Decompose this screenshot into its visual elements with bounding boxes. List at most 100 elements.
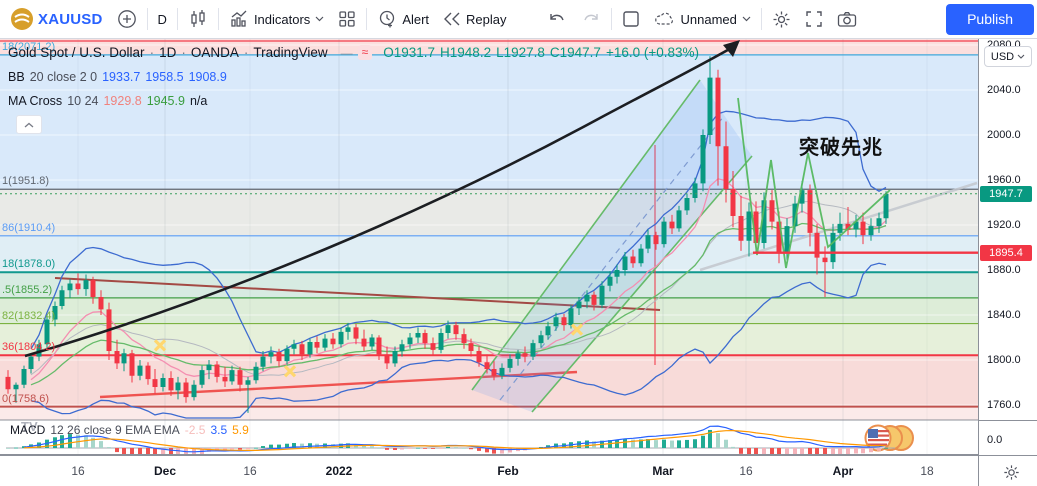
symbol-compare-button[interactable] [110,5,144,33]
chart-settings-button[interactable] [765,5,798,33]
chinese-annotation-text[interactable]: 突破先兆 [799,137,883,159]
moving-averages [30,178,887,386]
main-series-legend[interactable]: Gold Spot / U.S. Dollar · 1D · OANDA · T… [8,45,700,60]
candle [453,325,459,335]
time-axis[interactable]: 16 Dec 16 2022 Feb Mar 16 Apr 18 [0,455,1037,486]
toolbar-divider [217,8,219,30]
candle [630,256,636,264]
hide-series-icon[interactable]: — [340,45,353,60]
fullscreen-button[interactable] [798,5,830,33]
macd-pane [6,425,895,455]
candle [476,351,482,363]
candle [129,353,135,376]
ma-cross-params: 10 24 [67,94,99,108]
candle [761,200,767,243]
macd-indicator-legend[interactable]: MACD 12 26 close 9 EMA EMA -2.5 3.5 5.9 [10,423,249,437]
candle [168,378,174,391]
time-axis-settings-button[interactable] [1000,461,1022,483]
price-axis-label: 1800.0 [987,354,1021,366]
macd-zero-label: 0.0 [987,434,1003,446]
replay-button[interactable]: Replay [436,5,513,33]
fib-level-label: 86(1910.4) [2,221,56,234]
candle [121,353,127,364]
fib-level-label: 18(2071.2) [2,40,56,53]
candle [738,216,744,241]
candle [83,280,89,290]
maroon-trendline[interactable] [54,277,661,311]
indicator-templates-button[interactable] [331,5,363,33]
gold-coin-logo-icon [11,8,33,30]
currency-label: USD [990,50,1015,63]
channel-upper-line[interactable] [471,79,701,391]
candle [5,376,11,390]
fib-level-label: 1(1951.8) [2,175,50,188]
candle [307,342,313,355]
undo-button[interactable] [540,5,574,33]
candle [669,221,675,229]
black-arrow-trendline[interactable] [24,45,734,358]
publish-button[interactable]: Publish [946,3,1034,35]
chart-style-button[interactable] [181,5,215,33]
candle [614,270,620,277]
candle [807,190,813,233]
candle [561,317,567,326]
ma-cross-indicator-legend[interactable]: MA Cross 10 24 1929.8 1945.9 n/a [8,94,207,108]
bb-indicator-legend[interactable]: BB 20 close 2 0 1933.7 1958.5 1908.9 [8,70,227,84]
green-zigzag-line[interactable] [737,97,891,269]
candle [445,325,451,333]
candle [584,294,590,302]
last-price-badge: 1947.7 [980,185,1032,202]
chart-pane[interactable]: Gold Spot / U.S. Dollar · 1D · OANDA · T… [0,38,978,455]
black-arrow-head [723,40,740,57]
candle [237,370,243,385]
candle [353,327,359,339]
candle [399,344,405,351]
candle [322,338,328,348]
candle [160,378,166,387]
price-chart-canvas[interactable] [0,38,978,455]
interval-button[interactable]: D [151,5,174,33]
save-layout-button[interactable]: Unnamed [647,5,758,33]
candle [229,370,235,382]
snapshot-button[interactable] [830,5,864,33]
time-axis-label: Mar [652,464,674,478]
candle [707,77,713,135]
price-axis-label: 2040.0 [987,84,1021,96]
cloud-icon [654,11,676,27]
layout-button[interactable] [615,5,647,33]
redo-button[interactable] [574,5,608,33]
alert-button[interactable]: Alert [370,5,436,33]
approx-price-chip[interactable]: ≈ [357,45,373,60]
channel-lower-line[interactable] [531,155,753,413]
fullscreen-icon [805,10,823,28]
ma-short-value: 1929.8 [103,94,142,108]
alarm-clock-icon [377,9,397,29]
ascending-red-trendline[interactable] [99,370,578,399]
ma-cross-value: n/a [189,94,208,108]
grid-templates-icon [338,10,356,28]
price-axis[interactable]: USD 2080.0 2040.0 2000.0 1960.0 1920.0 1880.0… [978,38,1037,455]
fib-level-label: 18(1878.0) [2,258,56,271]
top-toolbar: XAUUSD D Indicators [0,0,1037,39]
bb-upper-value: 1958.5 [145,70,184,84]
indicators-button[interactable]: Indicators [222,5,331,33]
price-axis-label: 2000.0 [987,129,1021,141]
symbol-button[interactable]: XAUUSD [4,5,110,33]
collapse-legend-button[interactable] [16,115,42,134]
currency-selector[interactable]: USD [984,46,1032,67]
price-axis-label: 1760.0 [987,399,1021,411]
candle [799,190,805,204]
candle [345,327,351,332]
layout-square-icon [622,10,640,28]
bollinger-bands [30,110,887,419]
candle [522,353,528,357]
ohlc-change: +16.0 (+0.83%) [605,45,700,60]
time-axis-label: 16 [71,464,85,478]
symbol-coins-watermark [864,424,914,452]
overlay-drawings[interactable] [0,40,978,358]
candle [28,356,34,369]
alert-label: Alert [402,11,430,27]
legend-interval: 1D [159,45,177,60]
gear-icon [1003,464,1019,480]
candle [676,210,682,229]
